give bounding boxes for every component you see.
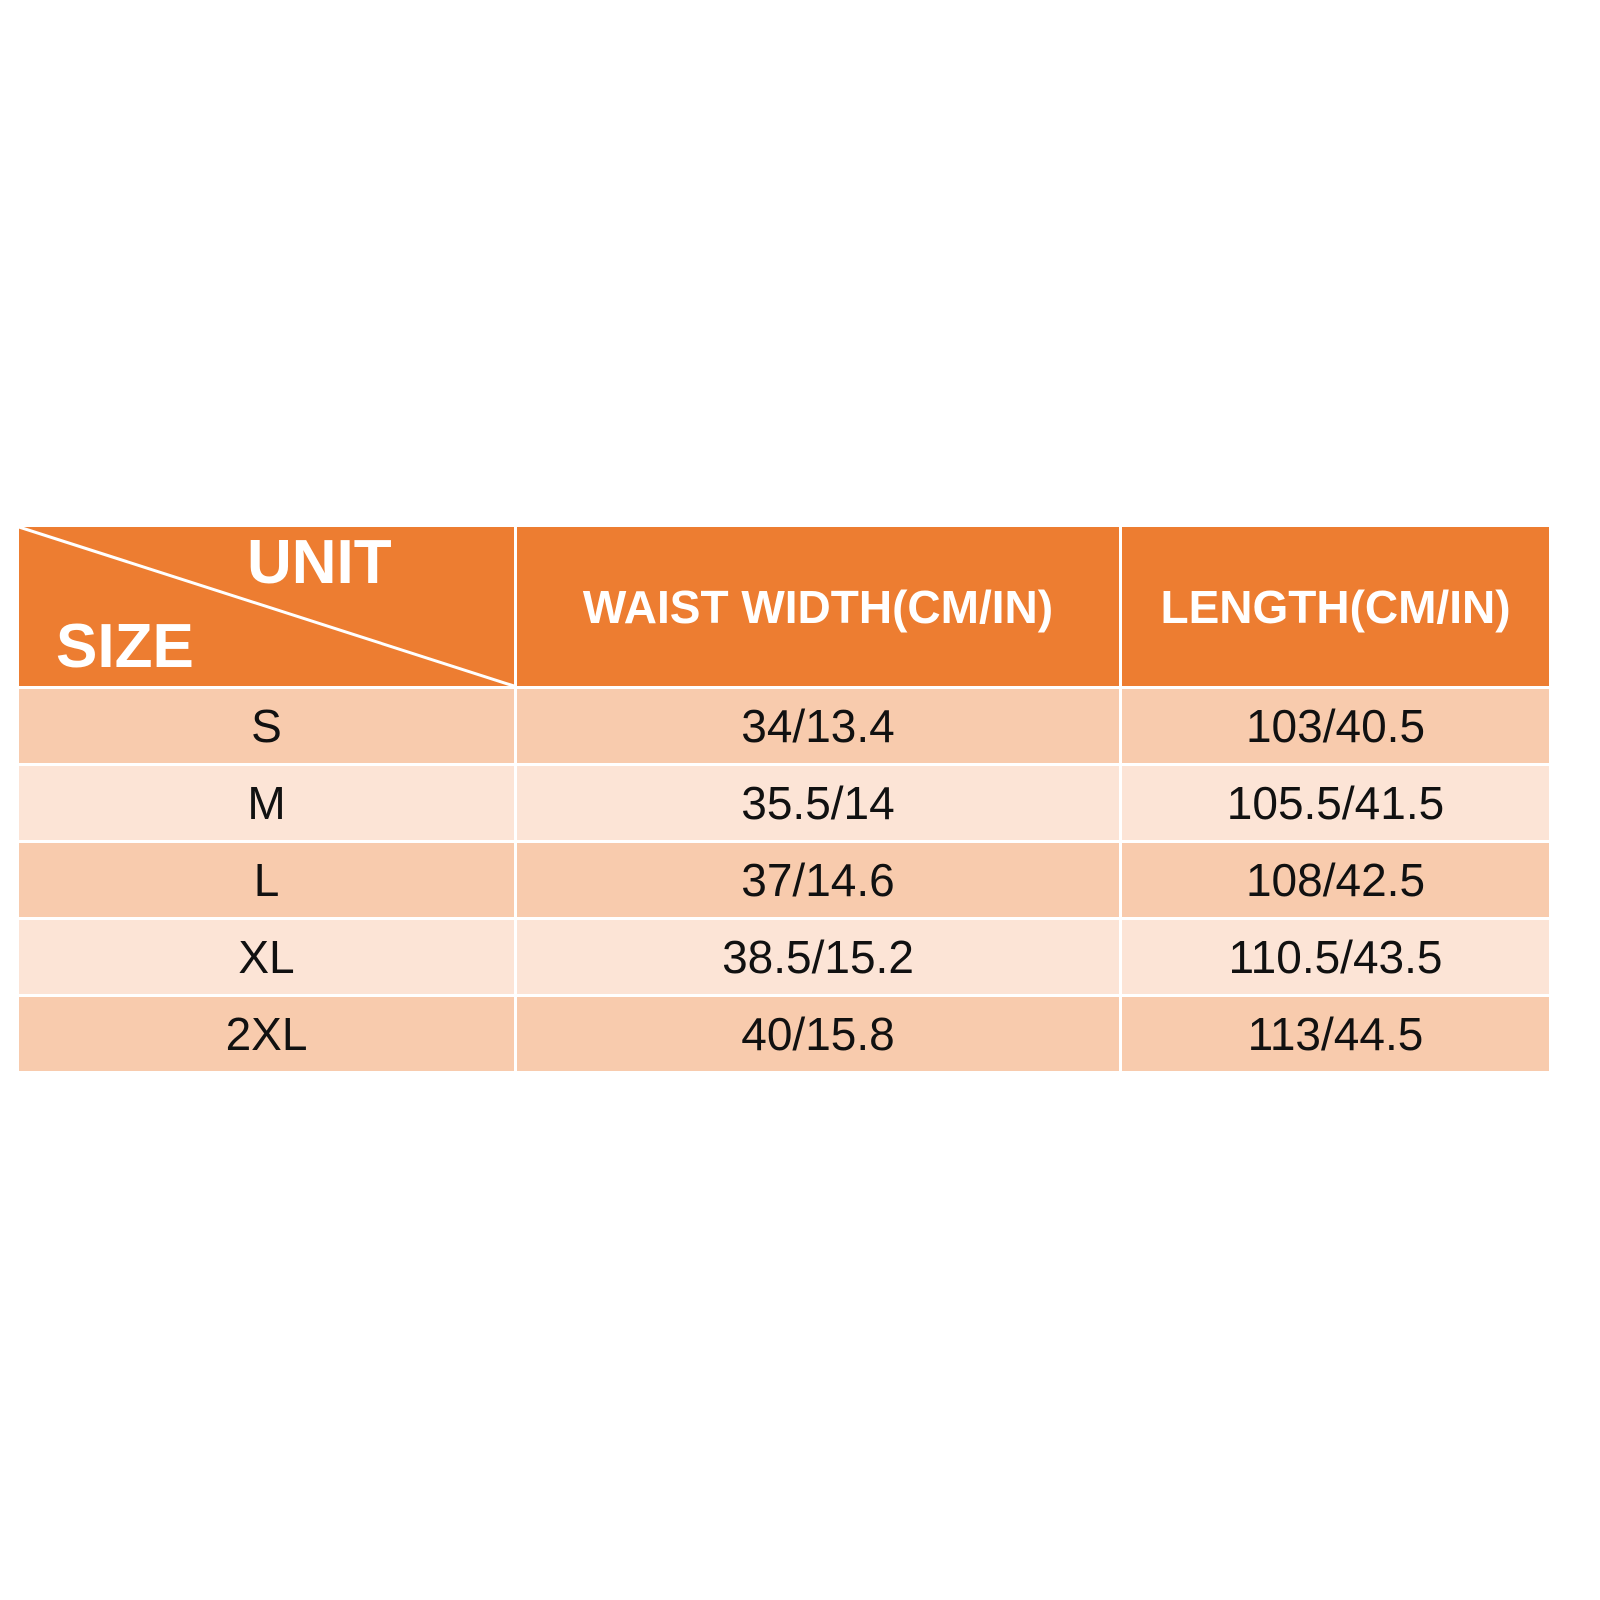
- size-unit-header: UNIT SIZE: [19, 527, 517, 686]
- diagonal-divider: [19, 527, 514, 686]
- table-row: S 34/13.4 103/40.5: [19, 689, 1549, 766]
- waist-cell: 34/13.4: [517, 689, 1122, 763]
- waist-cell: 37/14.6: [517, 843, 1122, 917]
- size-cell: 2XL: [19, 997, 517, 1071]
- length-cell: 113/44.5: [1247, 1008, 1424, 1060]
- length-cell: 108/42.5: [1245, 854, 1426, 906]
- size-cell: XL: [19, 920, 517, 994]
- length-header: LENGTH(CM/IN): [1160, 580, 1511, 633]
- table-row: 2XL 40/15.8 113/44.5: [19, 997, 1549, 1074]
- length-cell: 105.5/41.5: [1226, 777, 1445, 829]
- table-row: M 35.5/14 105.5/41.5: [19, 766, 1549, 843]
- waist-header: WAIST WIDTH(CM/IN): [517, 527, 1122, 686]
- size-cell: S: [19, 689, 517, 763]
- header-row: UNIT SIZE WAIST WIDTH(CM/IN) LENGTH(CM/I…: [19, 527, 1549, 689]
- size-cell: M: [19, 766, 517, 840]
- unit-label: UNIT: [247, 528, 392, 597]
- size-label: SIZE: [56, 612, 194, 681]
- waist-cell: 40/15.8: [517, 997, 1122, 1071]
- waist-cell: 38.5/15.2: [517, 920, 1122, 994]
- table-row: XL 38.5/15.2 110.5/43.5: [19, 920, 1549, 997]
- length-cell: 103/40.5: [1245, 700, 1426, 752]
- length-cell: 110.5/43.5: [1228, 931, 1443, 983]
- size-cell: L: [19, 843, 517, 917]
- waist-cell: 35.5/14: [517, 766, 1122, 840]
- table-row: L 37/14.6 108/42.5: [19, 843, 1549, 920]
- size-chart-table: UNIT SIZE WAIST WIDTH(CM/IN) LENGTH(CM/I…: [19, 527, 1549, 1074]
